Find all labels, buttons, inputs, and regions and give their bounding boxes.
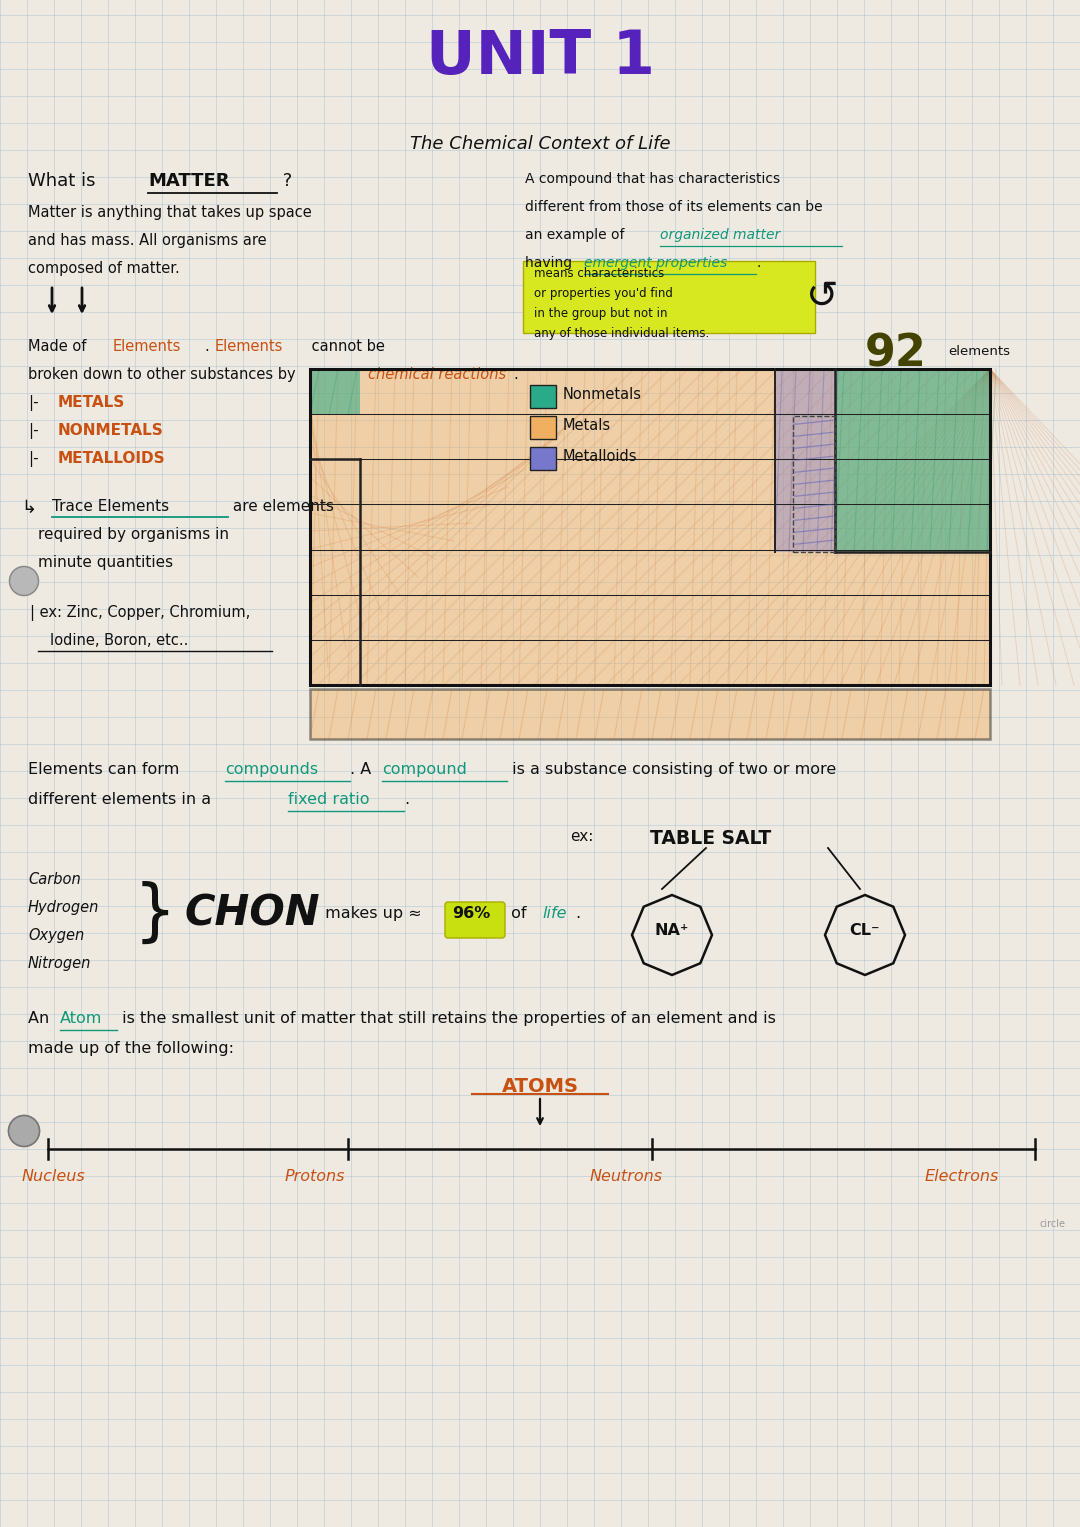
- Text: . A: . A: [350, 762, 376, 777]
- Text: cannot be: cannot be: [307, 339, 384, 354]
- Text: Carbon: Carbon: [28, 872, 81, 887]
- Text: ↳: ↳: [22, 499, 43, 518]
- Polygon shape: [310, 370, 360, 415]
- Text: in the group but not in: in the group but not in: [534, 307, 667, 321]
- Text: Made of: Made of: [28, 339, 91, 354]
- Text: Metals: Metals: [563, 418, 611, 434]
- FancyBboxPatch shape: [530, 447, 556, 470]
- Text: CL⁻: CL⁻: [850, 924, 880, 939]
- Text: different elements in a: different elements in a: [28, 793, 216, 806]
- Text: elements: elements: [948, 345, 1010, 357]
- Polygon shape: [310, 689, 990, 739]
- Text: minute quantities: minute quantities: [38, 554, 173, 570]
- Text: fixed ratio: fixed ratio: [288, 793, 369, 806]
- Text: NONMETALS: NONMETALS: [58, 423, 164, 438]
- Text: life: life: [542, 907, 567, 921]
- Text: A compound that has characteristics: A compound that has characteristics: [525, 173, 780, 186]
- Text: .: .: [404, 793, 409, 806]
- Polygon shape: [310, 370, 990, 686]
- Text: Oxygen: Oxygen: [28, 928, 84, 944]
- Text: .: .: [756, 257, 760, 270]
- Text: ex:: ex:: [570, 829, 593, 844]
- Text: Trace Elements: Trace Elements: [52, 499, 170, 515]
- Text: any of those individual items.: any of those individual items.: [534, 327, 710, 341]
- FancyBboxPatch shape: [445, 902, 505, 938]
- Text: means characteristics: means characteristics: [534, 267, 664, 279]
- Text: MATTER: MATTER: [148, 173, 229, 189]
- Text: NA⁺: NA⁺: [654, 924, 689, 939]
- Text: Neutrons: Neutrons: [590, 1170, 663, 1183]
- Text: ATOMS: ATOMS: [501, 1077, 579, 1096]
- Text: Nucleus: Nucleus: [22, 1170, 85, 1183]
- Polygon shape: [775, 370, 835, 553]
- Text: ?: ?: [276, 173, 293, 189]
- Text: required by organisms in: required by organisms in: [38, 527, 229, 542]
- Text: compounds: compounds: [225, 762, 319, 777]
- Text: are elements: are elements: [228, 499, 334, 515]
- Text: makes up ≈: makes up ≈: [320, 907, 421, 921]
- FancyBboxPatch shape: [530, 385, 556, 408]
- Text: is a substance consisting of two or more: is a substance consisting of two or more: [507, 762, 836, 777]
- Text: Matter is anything that takes up space: Matter is anything that takes up space: [28, 205, 312, 220]
- Text: Nitrogen: Nitrogen: [28, 956, 92, 971]
- Text: ↺: ↺: [806, 278, 838, 316]
- Text: METALLOIDS: METALLOIDS: [58, 450, 165, 466]
- Text: Elements: Elements: [113, 339, 181, 354]
- Text: having: having: [525, 257, 577, 270]
- Text: |-: |-: [28, 423, 39, 438]
- Text: Elements can form: Elements can form: [28, 762, 185, 777]
- Text: Elements: Elements: [215, 339, 283, 354]
- Text: emergent properties: emergent properties: [584, 257, 727, 270]
- Text: Electrons: Electrons: [924, 1170, 999, 1183]
- Circle shape: [10, 567, 39, 596]
- Text: Metalloids: Metalloids: [563, 449, 637, 464]
- Text: An: An: [28, 1011, 54, 1026]
- Text: 92: 92: [865, 333, 927, 376]
- Text: CHON: CHON: [185, 893, 321, 935]
- Text: .: .: [205, 339, 214, 354]
- Text: an example of: an example of: [525, 228, 629, 241]
- Text: different from those of its elements can be: different from those of its elements can…: [525, 200, 823, 214]
- Text: Iodine, Boron, etc..: Iodine, Boron, etc..: [50, 634, 188, 647]
- Text: }: }: [134, 881, 176, 947]
- Text: The Chemical Context of Life: The Chemical Context of Life: [409, 134, 671, 153]
- Polygon shape: [835, 370, 990, 553]
- Text: is the smallest unit of matter that still retains the properties of an element a: is the smallest unit of matter that stil…: [117, 1011, 775, 1026]
- Text: Protons: Protons: [285, 1170, 346, 1183]
- Text: circle: circle: [1039, 1219, 1065, 1229]
- Text: chemical reactions: chemical reactions: [368, 366, 507, 382]
- Text: |-: |-: [28, 395, 39, 411]
- Text: TABLE SALT: TABLE SALT: [650, 829, 771, 847]
- FancyBboxPatch shape: [523, 261, 815, 333]
- Text: composed of matter.: composed of matter.: [28, 261, 179, 276]
- Text: What is: What is: [28, 173, 102, 189]
- Text: UNIT 1: UNIT 1: [426, 27, 654, 87]
- Text: organized matter: organized matter: [660, 228, 780, 241]
- Text: and has mass. All organisms are: and has mass. All organisms are: [28, 234, 267, 247]
- Text: compound: compound: [382, 762, 467, 777]
- Text: METALS: METALS: [58, 395, 125, 411]
- Text: .: .: [513, 366, 517, 382]
- Text: Atom: Atom: [60, 1011, 103, 1026]
- Text: made up of the following:: made up of the following:: [28, 1041, 234, 1057]
- Text: | ex: Zinc, Copper, Chromium,: | ex: Zinc, Copper, Chromium,: [30, 605, 251, 621]
- Text: broken down to other substances by: broken down to other substances by: [28, 366, 300, 382]
- Text: or properties you'd find: or properties you'd find: [534, 287, 673, 299]
- FancyBboxPatch shape: [530, 415, 556, 438]
- Circle shape: [9, 1116, 40, 1147]
- Text: .: .: [575, 907, 580, 921]
- Text: Nonmetals: Nonmetals: [563, 386, 642, 402]
- Text: Hydrogen: Hydrogen: [28, 899, 99, 915]
- Text: of: of: [507, 907, 531, 921]
- Text: 96%: 96%: [453, 907, 490, 921]
- Text: |-: |-: [28, 450, 39, 467]
